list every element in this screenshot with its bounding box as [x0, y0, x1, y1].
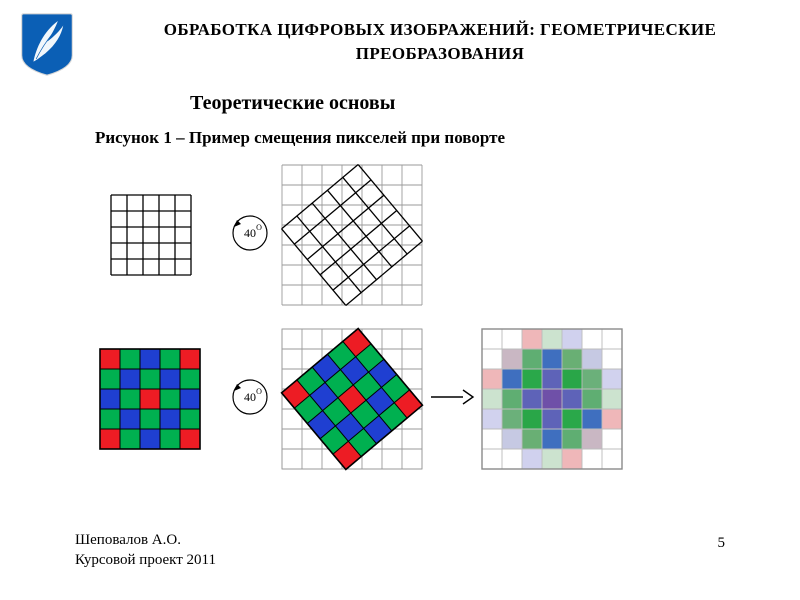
arrow-icon — [427, 382, 477, 417]
subtitle: Теоретические основы — [190, 92, 395, 115]
grid-small-color — [95, 344, 223, 454]
figure-row-2: 40 O — [95, 324, 695, 474]
svg-text:O: O — [256, 223, 262, 232]
figure-row-1: 40 O — [95, 160, 695, 310]
footer-author: Шеповалов А.О. — [75, 531, 216, 551]
footer-project: Курсовой проект 2011 — [75, 551, 216, 571]
grid-small-outline — [95, 179, 223, 291]
page-number: 5 — [718, 535, 726, 552]
rotation-badge-2: 40 O — [223, 374, 277, 425]
footer: Шеповалов А.О. Курсовой проект 2011 — [75, 531, 216, 570]
logo — [18, 12, 76, 77]
grid-blended — [477, 324, 627, 474]
figure-area: 40 O 40 O — [95, 160, 695, 488]
svg-text:O: O — [256, 387, 262, 396]
svg-text:40: 40 — [244, 390, 256, 404]
figure-caption: Рисунок 1 – Пример смещения пикселей при… — [95, 128, 505, 148]
svg-text:40: 40 — [244, 226, 256, 240]
grid-large-rotated-outline — [277, 160, 427, 310]
page-title: ОБРАБОТКА ЦИФРОВЫХ ИЗОБРАЖЕНИЙ: ГЕОМЕТРИ… — [120, 18, 760, 66]
title-text: ОБРАБОТКА ЦИФРОВЫХ ИЗОБРАЖЕНИЙ: ГЕОМЕТРИ… — [164, 20, 717, 63]
grid-large-rotated-color — [277, 324, 427, 474]
rotation-badge-1: 40 O — [223, 210, 277, 261]
